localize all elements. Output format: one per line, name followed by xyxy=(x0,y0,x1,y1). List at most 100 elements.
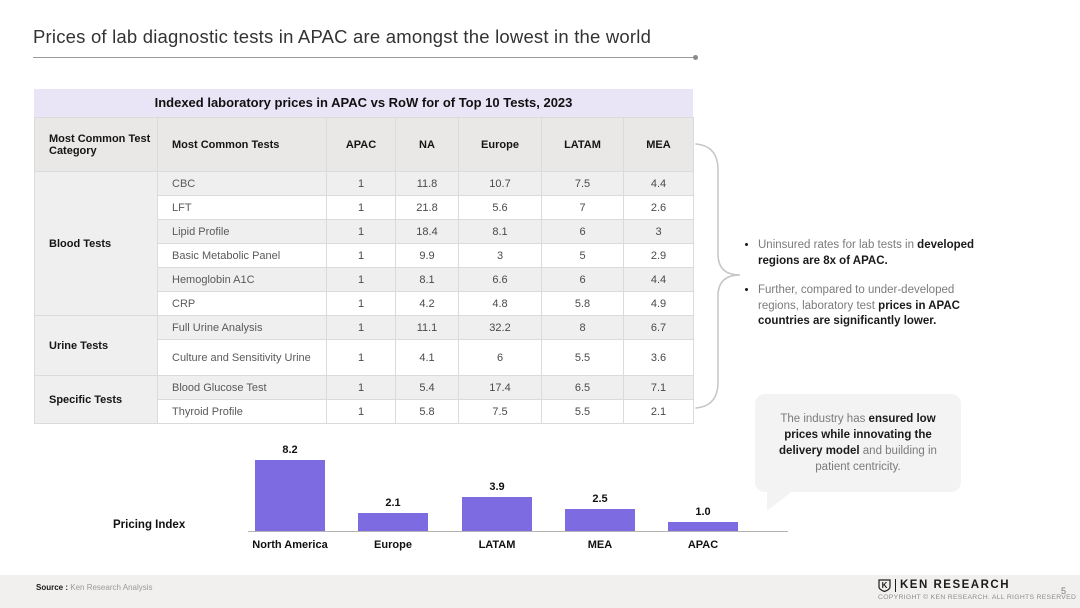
table-title: Indexed laboratory prices in APAC vs RoW… xyxy=(34,89,693,117)
bar-category-label: North America xyxy=(252,539,328,551)
test-name-cell: Thyroid Profile xyxy=(157,399,327,424)
col-header-mea: MEA xyxy=(623,117,694,172)
callout-tail xyxy=(767,489,795,512)
emphasized-text: prices in APAC countries are significant… xyxy=(758,299,960,328)
table-row: Lipid Profile 1 18.4 8.1 6 3 xyxy=(35,219,694,244)
category-cell: Blood Tests xyxy=(34,171,158,316)
value-cell: 11.1 xyxy=(395,315,459,340)
value-cell: 3.6 xyxy=(623,339,694,376)
value-cell: 1 xyxy=(326,267,396,292)
table-row: Specific Tests Blood Glucose Test 1 5.4 17.4… xyxy=(34,375,694,424)
test-name-cell: Basic Metabolic Panel xyxy=(157,243,327,268)
value-cell: 5 xyxy=(541,243,624,268)
col-header-latam: LATAM xyxy=(541,117,624,172)
test-name-cell: Culture and Sensitivity Urine xyxy=(157,339,327,376)
value-cell: 7.1 xyxy=(623,375,694,400)
bar-value-label: 8.2 xyxy=(282,444,298,456)
test-name-cell: Blood Glucose Test xyxy=(157,375,327,400)
bar-value-label: 2.5 xyxy=(592,493,608,505)
bar-value-label: 3.9 xyxy=(489,481,505,493)
value-cell: 4.4 xyxy=(623,171,694,196)
col-header-europe: Europe xyxy=(458,117,542,172)
bar-category-label: Europe xyxy=(374,539,412,551)
test-name-cell: Full Urine Analysis xyxy=(157,315,327,340)
chart-baseline xyxy=(248,531,788,532)
value-cell: 1 xyxy=(326,339,396,376)
emphasized-text: developed regions are 8x of APAC. xyxy=(758,239,975,267)
value-cell: 11.8 xyxy=(395,171,459,196)
table-row: Urine Tests Full Urine Analysis 1 11.1 32.2 8… xyxy=(34,315,694,376)
bar-value-label: 1.0 xyxy=(695,506,711,518)
value-cell: 2.1 xyxy=(623,399,694,424)
value-cell: 1 xyxy=(326,219,396,244)
category-cell: Specific Tests xyxy=(34,375,158,424)
table-row: CRP 1 4.2 4.8 5.8 4.9 xyxy=(35,291,694,316)
footer-bar: Source : Ken Research Analysis K KEN RES… xyxy=(0,575,1080,608)
value-cell: 7.5 xyxy=(541,171,624,196)
value-cell: 21.8 xyxy=(395,195,459,220)
value-cell: 17.4 xyxy=(458,375,542,400)
value-cell: 2.9 xyxy=(623,243,694,268)
test-name-cell: LFT xyxy=(157,195,327,220)
value-cell: 1 xyxy=(326,375,396,400)
value-cell: 4.2 xyxy=(395,291,459,316)
copyright-text: COPYRIGHT © KEN RESEARCH. ALL RIGHTS RES… xyxy=(878,594,1077,601)
value-cell: 3 xyxy=(623,219,694,244)
value-cell: 10.7 xyxy=(458,171,542,196)
regular-text: The industry has xyxy=(780,413,869,425)
value-cell: 8.1 xyxy=(395,267,459,292)
value-cell: 6.6 xyxy=(458,267,542,292)
callout-text: The industry has ensured low prices whil… xyxy=(779,413,937,473)
chart-axis-label: Pricing Index xyxy=(113,519,186,531)
table-row: Thyroid Profile 1 5.8 7.5 5.5 2.1 xyxy=(35,399,694,424)
source-label: Source : xyxy=(36,583,69,592)
insight-bullet: Uninsured rates for lab tests in develop… xyxy=(758,238,998,270)
brand-name: KEN RESEARCH xyxy=(895,579,1010,592)
chart-bar xyxy=(565,509,635,531)
title-underline xyxy=(33,55,698,60)
value-cell: 5.6 xyxy=(458,195,542,220)
value-cell: 1 xyxy=(326,195,396,220)
value-cell: 4.9 xyxy=(623,291,694,316)
test-name-cell: Hemoglobin A1C xyxy=(157,267,327,292)
category-cell: Urine Tests xyxy=(34,315,158,376)
value-cell: 5.8 xyxy=(541,291,624,316)
value-cell: 6 xyxy=(541,219,624,244)
bar-category-label: MEA xyxy=(587,539,613,551)
brand-block: K KEN RESEARCH xyxy=(878,579,1010,592)
ken-research-shield-icon: K xyxy=(878,579,891,592)
value-cell: 6 xyxy=(458,339,542,376)
value-cell: 3 xyxy=(458,243,542,268)
value-cell: 6.5 xyxy=(541,375,624,400)
value-cell: 5.5 xyxy=(541,339,624,376)
page-number: 5 xyxy=(1060,586,1066,596)
chart-bar xyxy=(358,513,428,531)
table-header-row: Most Common Test Category Most Common Te… xyxy=(34,117,694,172)
table-row: Basic Metabolic Panel 1 9.9 3 5 2.9 xyxy=(35,243,694,268)
bar-value-label: 2.1 xyxy=(385,497,401,509)
insight-bullet: Further, compared to under-developed reg… xyxy=(758,283,998,331)
value-cell: 18.4 xyxy=(395,219,459,244)
value-cell: 5.4 xyxy=(395,375,459,400)
price-table-container: Indexed laboratory prices in APAC vs RoW… xyxy=(34,89,694,424)
value-cell: 1 xyxy=(326,171,396,196)
regular-text: Uninsured rates for lab tests in xyxy=(758,239,918,251)
regular-text: and building in patient centricity. xyxy=(815,445,937,474)
value-cell: 1 xyxy=(326,315,396,340)
bar-category-label: LATAM xyxy=(478,539,516,551)
value-cell: 1 xyxy=(326,399,396,424)
value-cell: 6 xyxy=(541,267,624,292)
table-row: Blood Tests CBC 1 11.8 10.7 7.5 4.4 xyxy=(34,171,694,316)
value-cell: 6.7 xyxy=(623,315,694,340)
value-cell: 2.6 xyxy=(623,195,694,220)
svg-text:K: K xyxy=(882,581,888,590)
bar-category-label: APAC xyxy=(687,539,719,551)
value-cell: 32.2 xyxy=(458,315,542,340)
test-name-cell: Lipid Profile xyxy=(157,219,327,244)
col-header-tests: Most Common Tests xyxy=(157,117,327,172)
value-cell: 4.4 xyxy=(623,267,694,292)
chart-bar xyxy=(462,497,532,531)
test-name-cell: CBC xyxy=(157,171,327,196)
col-header-na: NA xyxy=(395,117,459,172)
